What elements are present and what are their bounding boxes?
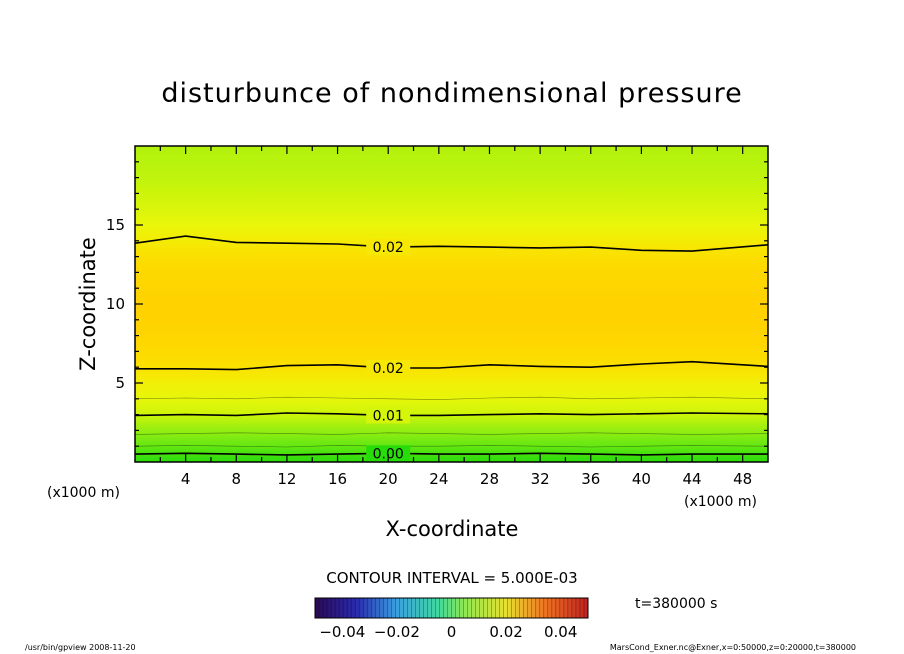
contour-labels: 0.000.010.020.02 <box>366 239 411 462</box>
contour-line <box>135 412 768 417</box>
x-tick-label: 8 <box>232 470 242 488</box>
contour-label-bg <box>366 239 411 256</box>
y-axis-ticks: 5 10 15 <box>106 161 768 447</box>
footer-left: /usr/bin/gpview 2008-11-20 <box>25 643 136 652</box>
contour-label: 0.01 <box>373 408 404 424</box>
x-tick-label: 20 <box>379 470 398 488</box>
x-tick-label: 24 <box>429 470 448 488</box>
colorbar-tick-label: 0 <box>447 623 457 641</box>
contour-interval: CONTOUR INTERVAL = 5.000E-03 <box>326 569 577 587</box>
y-tick-label: 5 <box>115 374 125 392</box>
contour-label: 0.02 <box>373 361 404 377</box>
contour-label-bg <box>366 359 411 376</box>
y-tick-label: 10 <box>106 295 125 313</box>
colorbar-tick-label: 0.04 <box>544 623 577 641</box>
contour-label: 0.02 <box>373 240 404 256</box>
time-label: t=380000 s <box>635 596 717 612</box>
y-axis-title: Z-coordinate <box>76 237 100 371</box>
contour-label-bg <box>366 445 411 462</box>
x-tick-label: 44 <box>682 470 701 488</box>
x-unit-left: (x1000 m) <box>47 485 120 501</box>
contour-line <box>135 396 768 400</box>
y-tick-label: 15 <box>106 216 125 234</box>
x-tick-label: 4 <box>181 470 191 488</box>
footer-right: MarsCond_Exner.nc@Exner,x=0:50000,z=0:20… <box>610 643 856 652</box>
chart-title: disturbunce of nondimensional pressure <box>161 78 742 109</box>
x-tick-label: 40 <box>632 470 651 488</box>
x-axis-title: X-coordinate <box>386 517 519 541</box>
x-tick-label: 12 <box>277 470 296 488</box>
x-tick-label: 28 <box>480 470 499 488</box>
contour-line <box>135 360 768 371</box>
colorbar-tick-label: −0.04 <box>319 623 365 641</box>
x-tick-label: 16 <box>328 470 347 488</box>
contour-line <box>135 432 768 435</box>
contour-line <box>135 445 768 448</box>
colorbar-tick-label: 0.02 <box>489 623 522 641</box>
colorbar-stripes <box>318 598 585 618</box>
x-unit-right: (x1000 m) <box>684 494 757 510</box>
pressure-field <box>135 146 768 462</box>
x-axis-ticks: 4 8 12 16 20 24 28 32 36 40 44 48 <box>159 146 752 488</box>
x-tick-label: 48 <box>733 470 752 488</box>
contour-line <box>135 235 768 252</box>
colorbar-ticks: −0.04 −0.02 0 0.02 0.04 <box>319 623 577 641</box>
contour-label-bg <box>366 407 411 424</box>
x-tick-label: 32 <box>531 470 550 488</box>
x-tick-label: 36 <box>581 470 600 488</box>
colorbar-tick-label: −0.02 <box>374 623 420 641</box>
